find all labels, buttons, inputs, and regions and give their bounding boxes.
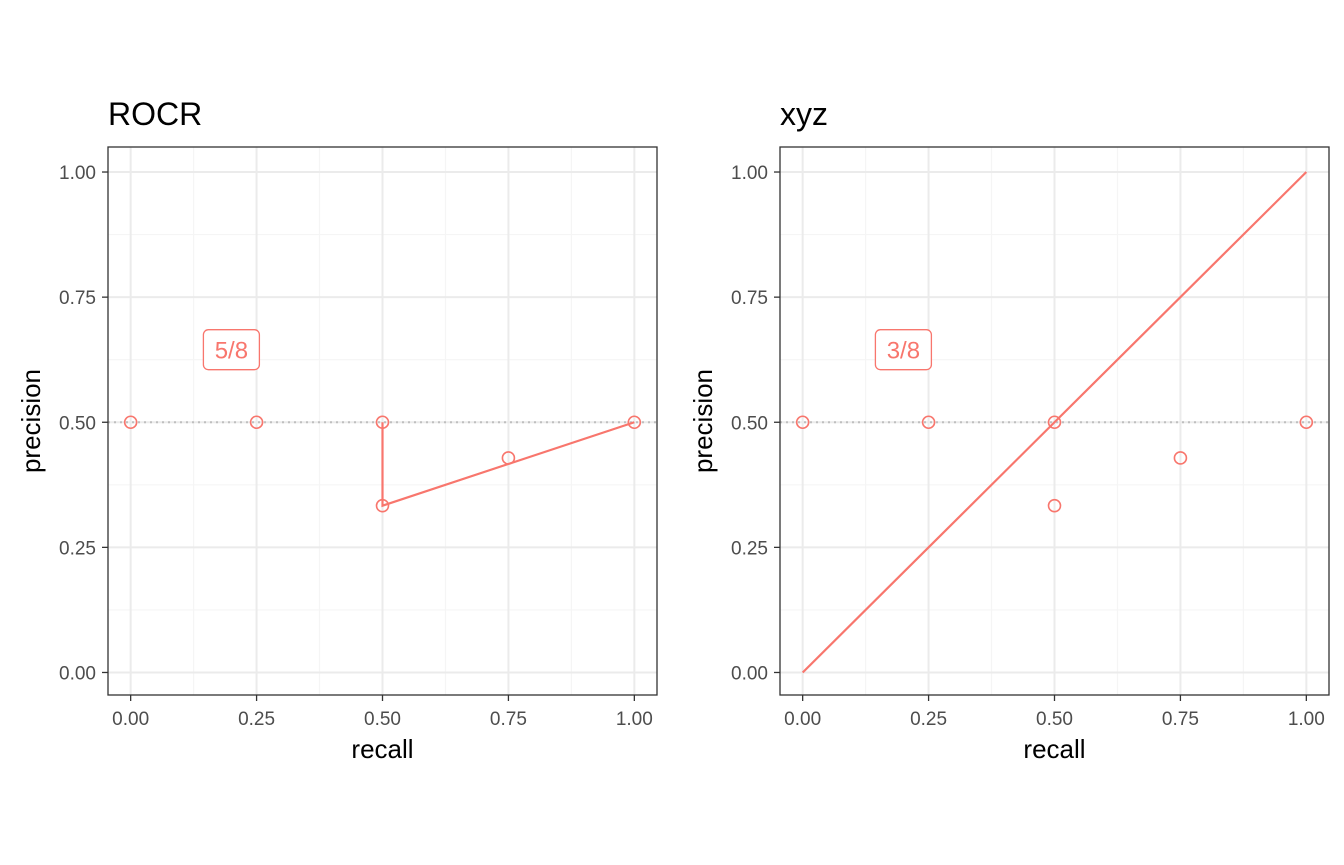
data-point: [921, 415, 936, 430]
annotation-label: 5/8: [215, 338, 248, 365]
annotation-label: 3/8: [887, 338, 920, 365]
x-tick-label: 0.50: [1036, 709, 1073, 730]
y-tick-label: 0.50: [59, 413, 96, 434]
x-tick-label: 0.75: [1162, 709, 1199, 730]
panel-title: ROCR: [108, 96, 202, 132]
data-point: [1173, 451, 1188, 465]
x-tick-label: 0.25: [238, 709, 275, 730]
data-point: [1299, 415, 1314, 430]
x-tick-label: 1.00: [1288, 709, 1325, 730]
data-point: [249, 415, 264, 430]
panel-rocr: 5/8 0.00 0.25 0.50 0.75 1.00 0.00 0.25 0.50 0.75 1…: [16, 96, 658, 764]
data-point: [501, 451, 516, 465]
panel-title: xyz: [780, 96, 828, 132]
data-point: [375, 415, 390, 430]
data-point: [1047, 498, 1062, 513]
y-tick-label: 0.25: [59, 538, 96, 559]
y-tick-label: 1.00: [59, 163, 96, 184]
y-tick-label: 0.75: [731, 288, 768, 309]
data-point: [627, 415, 642, 430]
annotation-box: [874, 329, 933, 371]
data-point: [795, 415, 810, 430]
panel-xyz: 3/8 0.00 0.25 0.50 0.75 1.00 0.00 0.25 0.50 0.75 1…: [688, 96, 1330, 764]
x-axis-title: recall: [1023, 734, 1085, 764]
y-tick-label: 0.00: [731, 663, 768, 684]
y-axis-title: precision: [688, 369, 718, 473]
series-line: [381, 421, 635, 508]
y-tick-label: 0.50: [731, 413, 768, 434]
x-tick-label: 0.00: [112, 709, 149, 730]
x-tick-label: 0.00: [784, 709, 821, 730]
x-tick-label: 0.50: [364, 709, 401, 730]
y-tick-label: 1.00: [731, 163, 768, 184]
x-tick-label: 0.25: [910, 709, 947, 730]
y-tick-label: 0.25: [731, 538, 768, 559]
y-tick-label: 0.75: [59, 288, 96, 309]
data-point: [375, 498, 390, 513]
x-tick-label: 1.00: [616, 709, 653, 730]
y-tick-label: 0.00: [59, 663, 96, 684]
series-line: [801, 171, 1308, 674]
annotation-box: [202, 329, 261, 371]
data-point: [123, 415, 138, 430]
y-axis-title: precision: [16, 369, 46, 473]
data-point: [1047, 415, 1062, 430]
x-axis-title: recall: [351, 734, 413, 764]
x-tick-label: 0.75: [490, 709, 527, 730]
